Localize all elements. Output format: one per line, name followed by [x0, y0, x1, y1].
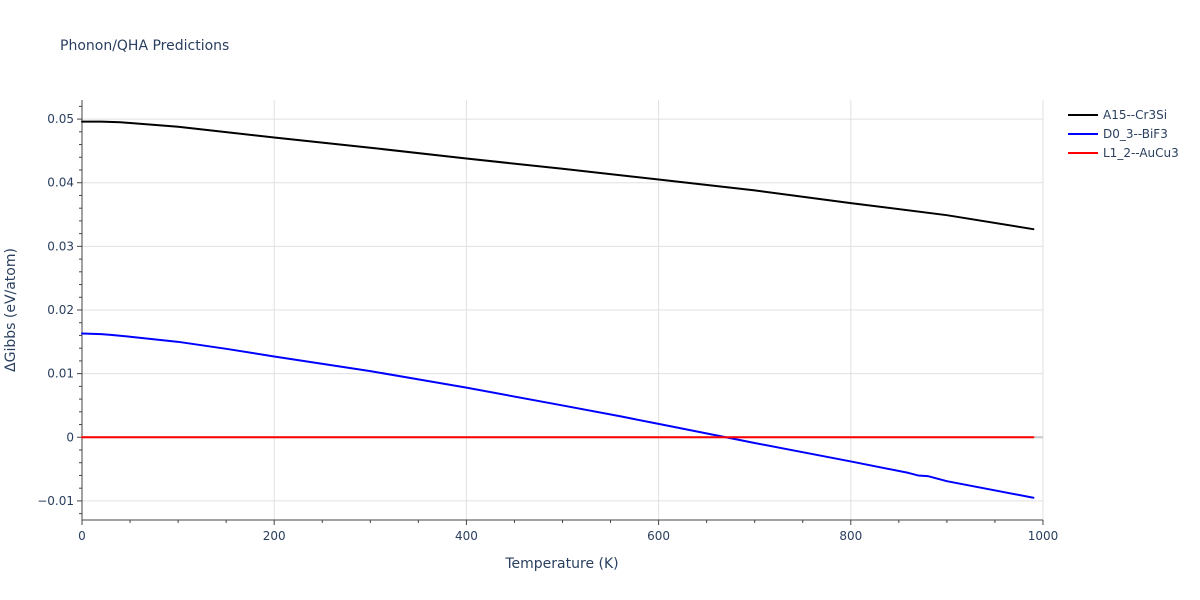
x-tick-label: 0 — [78, 529, 86, 543]
chart-title: Phonon/QHA Predictions — [60, 38, 229, 54]
series-line-d0-3-bif3[interactable] — [81, 332, 1035, 499]
legend[interactable]: A15--Cr3Si D0_3--BiF3 L1_2--AuCu3 — [1068, 108, 1179, 160]
y-axis-title: ΔGibbs (eV/atom) — [3, 248, 19, 372]
x-tick-label: 1000 — [1028, 529, 1059, 543]
series-lines — [81, 120, 1035, 499]
y-tick-label: 0.04 — [47, 176, 74, 190]
legend-item[interactable]: A15--Cr3Si — [1068, 108, 1167, 122]
y-tick-label: −0.01 — [37, 494, 74, 508]
y-tick-label: 0.01 — [47, 367, 74, 381]
y-tick-label: 0.03 — [47, 239, 74, 253]
legend-label: D0_3--BiF3 — [1103, 127, 1168, 141]
x-tick-label: 800 — [839, 529, 862, 543]
x-tick-label: 200 — [263, 529, 286, 543]
axes: 0 200 400 600 800 1000 −0.01 0 0.01 0.02 0.03 0.04 0… — [37, 100, 1058, 543]
legend-label: A15--Cr3Si — [1103, 108, 1167, 122]
series-line-a15-cr3si[interactable] — [81, 120, 1035, 231]
y-tick-label: 0.05 — [47, 112, 74, 126]
legend-item[interactable]: L1_2--AuCu3 — [1068, 146, 1179, 160]
legend-label: L1_2--AuCu3 — [1103, 146, 1179, 160]
y-tick-label: 0.02 — [47, 303, 74, 317]
y-tick-label: 0 — [66, 430, 74, 444]
grid — [82, 100, 1044, 520]
x-axis-title: Temperature (K) — [504, 556, 618, 572]
x-tick-label: 400 — [455, 529, 478, 543]
legend-item[interactable]: D0_3--BiF3 — [1068, 127, 1168, 141]
x-tick-label: 600 — [647, 529, 670, 543]
